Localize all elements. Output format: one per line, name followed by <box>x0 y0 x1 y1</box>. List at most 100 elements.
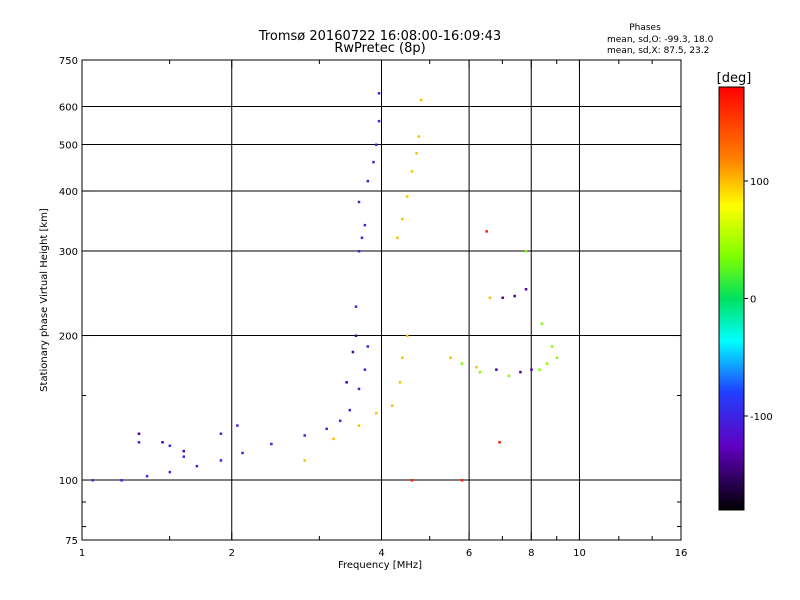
data-point <box>366 179 370 183</box>
x-axis-label: Frequency [MHz] <box>338 560 422 571</box>
data-point <box>351 350 355 354</box>
grid-lines <box>82 60 681 540</box>
data-point <box>555 356 559 359</box>
data-point <box>348 408 352 412</box>
data-point <box>168 444 172 448</box>
data-point <box>377 119 381 123</box>
y-tick-label: 600 <box>59 103 78 114</box>
data-point <box>219 432 223 436</box>
colorbar: [deg] 100 0 -100 <box>717 71 773 511</box>
x-tick-label: 8 <box>528 548 534 559</box>
data-point <box>417 135 421 138</box>
data-point <box>161 441 164 444</box>
data-point <box>540 322 544 325</box>
y-tick-label: 100 <box>59 476 78 487</box>
x-tick-label: 2 <box>229 548 235 559</box>
data-point <box>303 459 306 462</box>
data-point <box>372 160 375 164</box>
data-point <box>360 236 364 240</box>
data-point <box>137 441 141 444</box>
data-point <box>495 368 498 371</box>
data-point <box>137 432 141 436</box>
data-point <box>524 250 528 253</box>
data-point <box>501 296 504 300</box>
colorbar-label: [deg] <box>717 71 752 86</box>
data-point <box>498 441 501 444</box>
data-point <box>415 152 418 155</box>
data-point <box>507 374 510 378</box>
data-point <box>405 334 409 338</box>
data-point <box>345 381 348 384</box>
data-point <box>524 288 528 291</box>
data-point <box>545 362 549 365</box>
data-point <box>182 455 186 458</box>
chart-subtitle: RwPretec (8p) <box>334 41 425 56</box>
data-point <box>460 362 464 365</box>
data-points <box>91 92 559 482</box>
data-point <box>391 404 394 407</box>
data-point <box>377 92 381 95</box>
data-point <box>357 424 361 427</box>
data-point <box>303 434 306 437</box>
y-tick-label: 200 <box>59 332 78 343</box>
y-tick-label: 75 <box>65 536 78 547</box>
phase-legend-box: Phases mean, sd,O: -99.3, 18.0 mean, sd,… <box>607 23 714 56</box>
x-tick-label: 4 <box>378 548 384 559</box>
data-point <box>460 479 464 482</box>
data-point <box>354 305 358 308</box>
data-point <box>449 356 452 359</box>
data-point <box>363 368 367 371</box>
data-point <box>375 143 378 147</box>
y-ticks: 75 100 200 300 400 500 600 750 <box>59 56 681 547</box>
x-tick-label: 6 <box>466 548 472 559</box>
data-point <box>401 217 404 221</box>
data-point <box>357 250 361 253</box>
data-point <box>145 474 149 478</box>
data-point <box>538 368 541 371</box>
data-point <box>195 464 199 468</box>
phase-legend-line-o: mean, sd,O: -99.3, 18.0 <box>607 35 714 45</box>
y-axis-label: Stationary phase Virtual Height [km] <box>39 208 50 392</box>
data-point <box>519 370 522 374</box>
data-point <box>488 296 492 300</box>
data-point <box>410 479 414 482</box>
y-tick-label: 300 <box>59 247 78 258</box>
chart-title: Tromsø 20160722 16:08:00-16:09:43 <box>258 29 501 44</box>
colorbar-tick-label: 100 <box>750 177 769 188</box>
x-ticks: 1 2 4 6 8 10 16 <box>79 60 687 559</box>
colorbar-tick-label: 0 <box>750 295 756 306</box>
x-tick-label: 1 <box>79 548 85 559</box>
phase-legend-title: Phases <box>629 23 661 33</box>
data-point <box>357 387 361 391</box>
data-point <box>338 419 342 423</box>
data-point <box>401 356 404 359</box>
y-tick-label: 750 <box>59 56 78 67</box>
data-point <box>513 294 516 298</box>
data-point <box>363 223 367 227</box>
colorbar-gradient <box>718 86 745 511</box>
data-point <box>366 345 370 348</box>
data-point <box>325 427 328 431</box>
data-point <box>168 470 172 474</box>
y-tick-label: 500 <box>59 141 78 152</box>
x-tick-label: 10 <box>573 548 586 559</box>
data-point <box>354 334 358 338</box>
data-point <box>405 195 409 198</box>
data-point <box>530 368 533 371</box>
data-point <box>410 170 414 173</box>
phase-legend-line-x: mean, sd,X: 87.5, 23.2 <box>607 46 709 56</box>
y-tick-label: 400 <box>59 187 78 198</box>
data-point <box>398 381 402 384</box>
colorbar-tick-label: -100 <box>750 412 773 423</box>
data-point <box>236 424 239 427</box>
data-point <box>357 200 361 204</box>
data-point <box>475 365 478 369</box>
colorbar-ticks: 100 0 -100 <box>744 177 773 423</box>
data-point <box>219 459 223 462</box>
data-point <box>270 442 273 446</box>
data-point <box>120 479 123 482</box>
data-point <box>375 411 378 415</box>
data-point <box>182 449 186 453</box>
data-point <box>241 451 244 455</box>
